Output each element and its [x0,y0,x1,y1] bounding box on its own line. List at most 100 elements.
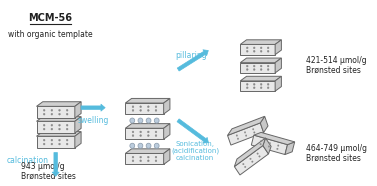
Circle shape [267,47,269,49]
Circle shape [132,110,134,111]
Polygon shape [240,58,281,63]
Circle shape [59,109,60,111]
Circle shape [132,131,134,133]
Circle shape [242,163,244,165]
Circle shape [146,118,151,123]
Polygon shape [234,138,265,166]
Circle shape [147,106,149,108]
Text: 421-514 μmol/g
Brønsted sites: 421-514 μmol/g Brønsted sites [307,56,367,75]
Circle shape [132,160,134,162]
Circle shape [260,87,262,89]
Text: with organic template: with organic template [8,30,93,39]
Circle shape [66,143,68,145]
Polygon shape [75,132,81,148]
Circle shape [236,135,238,136]
Text: 464-749 μmol/g
Brønsted sites: 464-749 μmol/g Brønsted sites [307,144,368,163]
Circle shape [253,47,255,49]
Polygon shape [75,117,81,133]
Circle shape [237,138,239,140]
Circle shape [154,143,159,148]
Polygon shape [240,76,281,81]
Polygon shape [125,124,170,128]
Polygon shape [37,136,75,148]
Text: calcination: calcination [7,156,49,165]
Circle shape [132,135,134,137]
Text: pillaring: pillaring [176,51,207,60]
Circle shape [260,65,262,67]
Circle shape [66,128,68,130]
Polygon shape [251,135,288,155]
Polygon shape [125,98,170,103]
Circle shape [267,50,269,52]
Circle shape [66,113,68,115]
Circle shape [247,65,248,67]
Polygon shape [275,76,281,91]
Circle shape [247,47,248,49]
Circle shape [147,156,149,158]
Circle shape [253,129,254,130]
Polygon shape [37,117,81,121]
Circle shape [43,143,45,145]
Circle shape [140,135,141,137]
Circle shape [147,135,149,137]
Circle shape [43,113,45,115]
Circle shape [247,87,248,89]
Circle shape [247,83,248,85]
Text: Sonication,
(acidification)
calcination: Sonication, (acidification) calcination [171,141,219,161]
Polygon shape [37,132,81,136]
Circle shape [254,132,255,133]
Circle shape [43,128,45,130]
Circle shape [267,83,269,85]
Circle shape [140,106,141,108]
Circle shape [59,139,60,141]
Polygon shape [228,116,265,135]
Circle shape [59,124,60,126]
Circle shape [66,109,68,111]
Polygon shape [228,123,264,145]
Circle shape [247,69,248,70]
Circle shape [140,160,141,162]
Circle shape [267,69,269,70]
Circle shape [51,139,53,141]
Circle shape [253,87,255,89]
Polygon shape [164,98,170,114]
Circle shape [130,143,135,148]
Circle shape [253,69,255,70]
Polygon shape [37,106,75,118]
Circle shape [244,132,246,133]
Polygon shape [285,142,295,155]
Polygon shape [164,124,170,139]
Circle shape [257,153,258,154]
Circle shape [51,128,53,130]
Circle shape [59,113,60,115]
Circle shape [260,69,262,70]
Circle shape [138,118,143,123]
Polygon shape [240,44,275,55]
Circle shape [245,135,247,136]
Polygon shape [240,81,275,91]
Circle shape [140,156,141,158]
Circle shape [66,139,68,141]
Circle shape [253,65,255,67]
Circle shape [261,140,262,142]
Circle shape [267,87,269,89]
Circle shape [253,83,255,85]
Circle shape [155,156,157,158]
Circle shape [260,50,262,52]
Circle shape [155,106,157,108]
Circle shape [259,156,260,157]
Polygon shape [240,40,281,44]
Circle shape [269,142,271,144]
Polygon shape [37,102,81,106]
Circle shape [59,143,60,145]
Polygon shape [125,128,164,139]
Polygon shape [275,58,281,73]
Circle shape [155,131,157,133]
Circle shape [253,50,255,52]
Circle shape [43,139,45,141]
Circle shape [66,124,68,126]
Polygon shape [234,145,268,175]
Circle shape [130,118,135,123]
Circle shape [244,166,246,168]
Circle shape [260,47,262,49]
